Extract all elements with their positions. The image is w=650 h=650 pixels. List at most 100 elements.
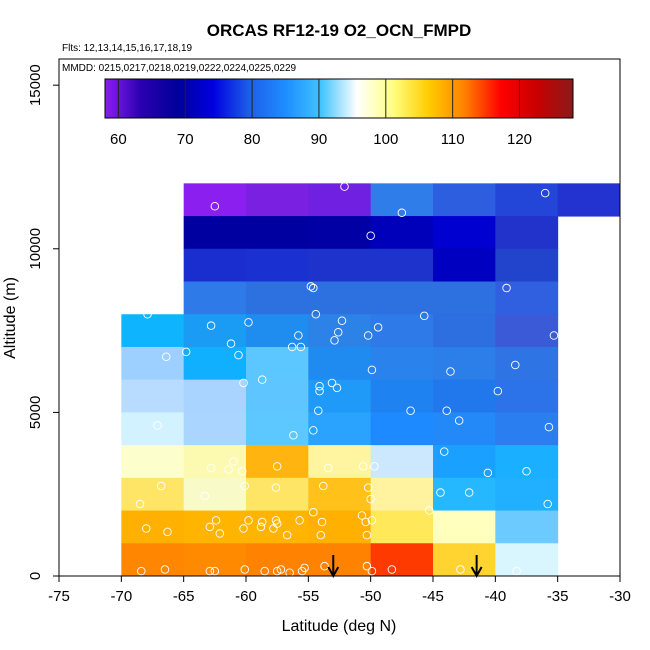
y-tick-label: 10000: [27, 228, 44, 270]
heatmap-cell: [121, 510, 185, 544]
heatmap-cell: [121, 346, 185, 381]
heatmap-cell: [183, 379, 247, 413]
data-point: [271, 483, 281, 492]
data-point: [425, 506, 434, 515]
x-tick-label: -30: [609, 588, 631, 605]
data-point: [549, 331, 559, 340]
data-point: [215, 529, 225, 538]
data-point: [156, 481, 166, 491]
heatmap-cell: [433, 248, 496, 283]
heatmap-cell: [183, 412, 247, 446]
data-point: [135, 499, 145, 509]
data-point: [502, 283, 511, 293]
data-point: [456, 565, 465, 574]
data-point: [224, 465, 233, 474]
heatmap-cell: [246, 281, 309, 315]
heatmap-cell: [246, 346, 309, 381]
heatmap-cell: [433, 412, 496, 446]
colorbar-tick-label: 100: [373, 131, 398, 148]
data-point: [210, 201, 220, 211]
heatmap-cell: [433, 216, 496, 250]
data-point: [239, 378, 248, 388]
data-point: [544, 422, 554, 432]
data-point: [358, 462, 368, 471]
data-point: [367, 566, 377, 576]
data-point: [522, 467, 531, 476]
data-point: [361, 517, 370, 527]
data-point: [362, 530, 372, 540]
data-point: [436, 488, 445, 497]
data-point: [319, 481, 328, 491]
plot-frame: [58, 58, 621, 577]
heatmap-cell: [433, 543, 496, 577]
data-point: [511, 360, 520, 370]
x-tick-label: -50: [360, 588, 382, 605]
data-point: [317, 517, 327, 527]
x-tick-label: -45: [422, 588, 444, 605]
colorbar-tick-label: 110: [441, 131, 465, 148]
data-point: [238, 467, 247, 476]
heatmap-cell: [308, 216, 372, 250]
data-point: [439, 447, 449, 456]
data-point: [294, 331, 303, 340]
heatmap-cell: [495, 248, 559, 283]
heatmap-cell: [183, 477, 247, 512]
heatmap-cell: [495, 412, 559, 446]
heatmap-cell: [308, 445, 372, 479]
heatmap-cell: [183, 314, 247, 348]
x-tick-label: -60: [235, 588, 257, 605]
data-point: [397, 208, 407, 218]
data-point: [296, 342, 306, 352]
x-axis: -75 -70 -65 -60 -55 -50 -45 -40 -35 -30: [48, 576, 631, 605]
data-point: [370, 462, 379, 471]
plot-cells: [121, 183, 621, 577]
heatmap-cell: [370, 412, 434, 446]
data-point: [205, 566, 215, 576]
colorbar-tick-label: 80: [244, 131, 261, 148]
data-point: [257, 517, 267, 527]
heatmap-cell: [246, 216, 309, 250]
data-point: [315, 386, 324, 396]
data-point: [309, 283, 318, 293]
data-point: [366, 494, 375, 504]
data-point: [289, 431, 298, 440]
heatmap-cell: [308, 412, 372, 446]
data-point: [366, 231, 375, 240]
heatmap-cell: [246, 379, 309, 413]
heatmap-cell: [121, 379, 185, 413]
data-point: [332, 383, 342, 393]
heatmap-cell: [433, 510, 496, 544]
heatmap-cell: [246, 412, 309, 446]
data-point: [210, 566, 220, 576]
data-point: [442, 406, 451, 416]
heatmap-cell: [433, 346, 496, 381]
heatmap-cell: [246, 183, 309, 217]
data-point: [256, 522, 266, 532]
heatmap-cell: [495, 314, 559, 348]
heatmap-cell: [370, 183, 434, 217]
heatmap-cell: [308, 281, 372, 315]
heatmap-cell: [370, 379, 434, 413]
x-tick-label: -65: [173, 588, 195, 605]
heatmap-cell: [370, 543, 434, 577]
heatmap-cell: [183, 216, 247, 250]
data-point: [362, 561, 372, 571]
data-point: [240, 481, 250, 491]
heatmap-cell: [308, 314, 372, 348]
data-point: [311, 309, 321, 319]
flights-label: Flts: 12,13,14,15,16,17,18,19: [62, 43, 193, 54]
data-point: [373, 323, 383, 332]
heatmap-cell: [495, 379, 559, 413]
heatmap-cell: [121, 412, 185, 446]
data-point: [244, 516, 253, 525]
data-point: [340, 182, 349, 191]
heatmap-cell: [308, 543, 372, 577]
data-point: [363, 331, 373, 340]
x-tick-label: -70: [110, 588, 132, 605]
data-point: [330, 336, 339, 345]
heatmap-cell: [370, 281, 434, 315]
data-point: [161, 352, 171, 362]
data-point: [324, 463, 333, 473]
data-point: [316, 530, 326, 540]
